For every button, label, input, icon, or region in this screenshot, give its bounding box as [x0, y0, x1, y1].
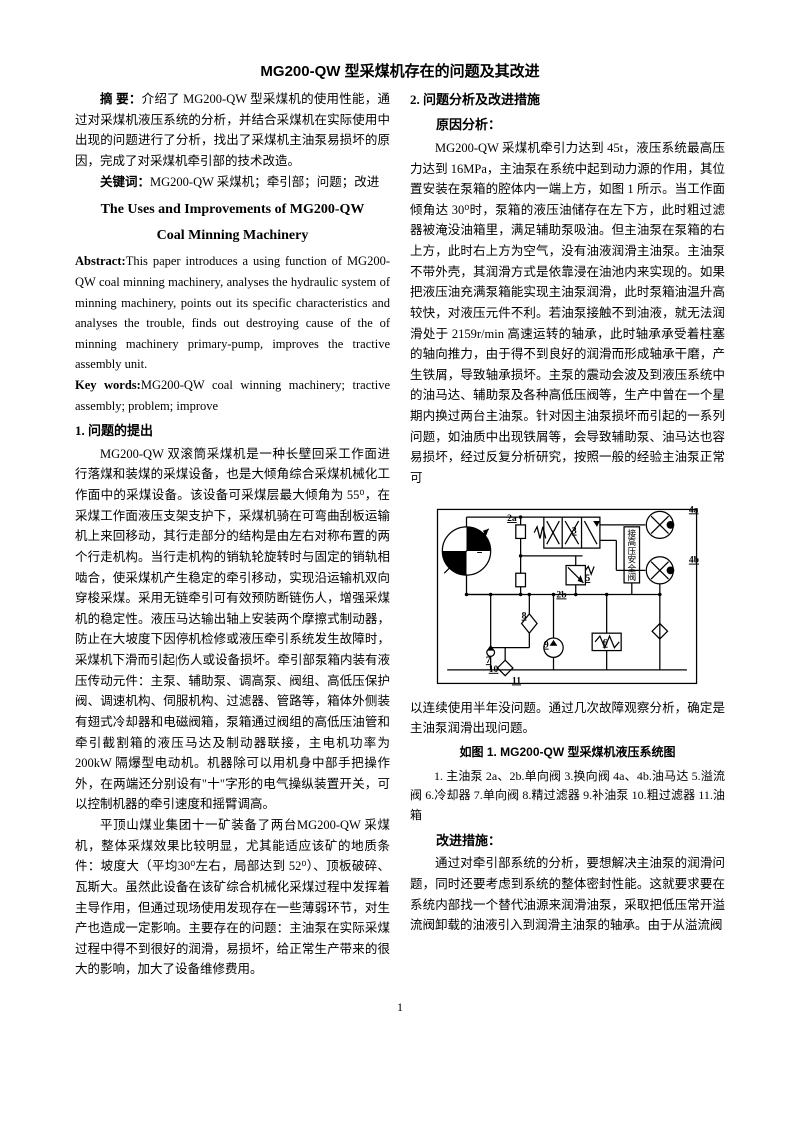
section-1-p2: 平顶山煤业集团十一矿装备了两台MG200-QW 采煤机，整体采煤效果比较明显，尤… — [75, 815, 390, 980]
section-1-heading: 1. 问题的提出 — [75, 420, 390, 441]
title-english-2: Coal Minning Machinery — [75, 224, 390, 247]
section-1-p1: MG200-QW 双滚筒采煤机是一种长壁回采工作面进行落煤和装煤的采煤设备，也是… — [75, 444, 390, 815]
svg-text:3: 3 — [571, 525, 576, 536]
svg-text:9: 9 — [543, 639, 548, 650]
title-chinese: MG200-QW 型采煤机存在的问题及其改进 — [75, 60, 725, 81]
section-2-sub1: 原因分析： — [410, 114, 725, 135]
svg-text:5: 5 — [585, 572, 590, 583]
page-number: 1 — [75, 1000, 725, 1015]
figure-1-legend: 1. 主油泵 2a、2b.单向阀 3.换向阀 4a、4b.油马达 5.溢流阀 6… — [410, 767, 725, 826]
figure-1-caption: 如图 1. MG200-QW 型采煤机液压系统图 — [410, 743, 725, 763]
svg-text:2a: 2a — [507, 513, 517, 524]
svg-text:2b: 2b — [556, 589, 566, 600]
section-2-heading: 2. 问题分析及改进措施 — [410, 89, 725, 110]
svg-text:阀: 阀 — [627, 572, 636, 582]
svg-text:11: 11 — [511, 675, 520, 686]
title-english-1: The Uses and Improvements of MG200-QW — [75, 198, 390, 221]
abstract-cn-label: 摘 要： — [100, 92, 142, 106]
keywords-cn: 关键词：MG200-QW 采煤机；牵引部；问题；改进 — [75, 172, 390, 193]
abstract-cn: 摘 要：介绍了 MG200-QW 型采煤机的使用性能，通过对采煤机液压系统的分析… — [75, 89, 390, 172]
keywords-cn-label: 关键词： — [100, 175, 150, 189]
section-2-sub2: 改进措施： — [410, 830, 725, 851]
svg-text:8: 8 — [521, 610, 526, 621]
keywords-cn-text: MG200-QW 采煤机；牵引部；问题；改进 — [150, 175, 379, 189]
abstract-en-text: This paper introduces a using function o… — [75, 254, 390, 371]
section-2-p2: 以连续使用半年没问题。通过几次故障观察分析，确定是主油泵润滑出现问题。 — [410, 698, 725, 739]
section-2-p3: 通过对牵引部系统的分析，要想解决主油泵的润滑问题，同时还要考虑到系统的整体密封性… — [410, 853, 725, 936]
figure-1-diagram: 接高压安全阀135678910112a2b4a4b — [410, 497, 725, 692]
abstract-en: Abstract:This paper introduces a using f… — [75, 251, 390, 375]
svg-text:4a: 4a — [688, 504, 698, 515]
two-column-body: 摘 要：介绍了 MG200-QW 型采煤机的使用性能，通过对采煤机液压系统的分析… — [75, 89, 725, 980]
keywords-en-label: Key words: — [75, 378, 141, 392]
abstract-en-label: Abstract: — [75, 254, 126, 268]
section-2-p1: MG200-QW 采煤机牵引力达到 45t，液压系统最高压力达到 16MPa，主… — [410, 138, 725, 489]
keywords-en: Key words:MG200-QW coal winning machiner… — [75, 375, 390, 416]
svg-text:1: 1 — [477, 543, 482, 554]
svg-text:4b: 4b — [688, 554, 698, 565]
svg-text:6: 6 — [602, 637, 607, 648]
svg-text:10: 10 — [488, 663, 498, 674]
